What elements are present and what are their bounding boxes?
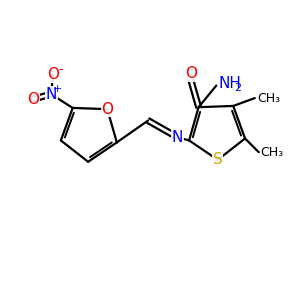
Text: N: N (45, 87, 57, 102)
Text: -: - (59, 63, 63, 76)
Text: 2: 2 (234, 82, 241, 92)
Text: CH₃: CH₃ (257, 92, 280, 105)
Text: NH: NH (218, 76, 241, 91)
Text: O: O (185, 66, 197, 81)
Text: O: O (101, 102, 113, 117)
Text: +: + (52, 84, 62, 94)
Text: O: O (47, 67, 59, 82)
Text: S: S (213, 152, 223, 167)
Text: CH₃: CH₃ (261, 146, 284, 159)
Text: O: O (27, 92, 39, 106)
Text: N: N (172, 130, 183, 145)
